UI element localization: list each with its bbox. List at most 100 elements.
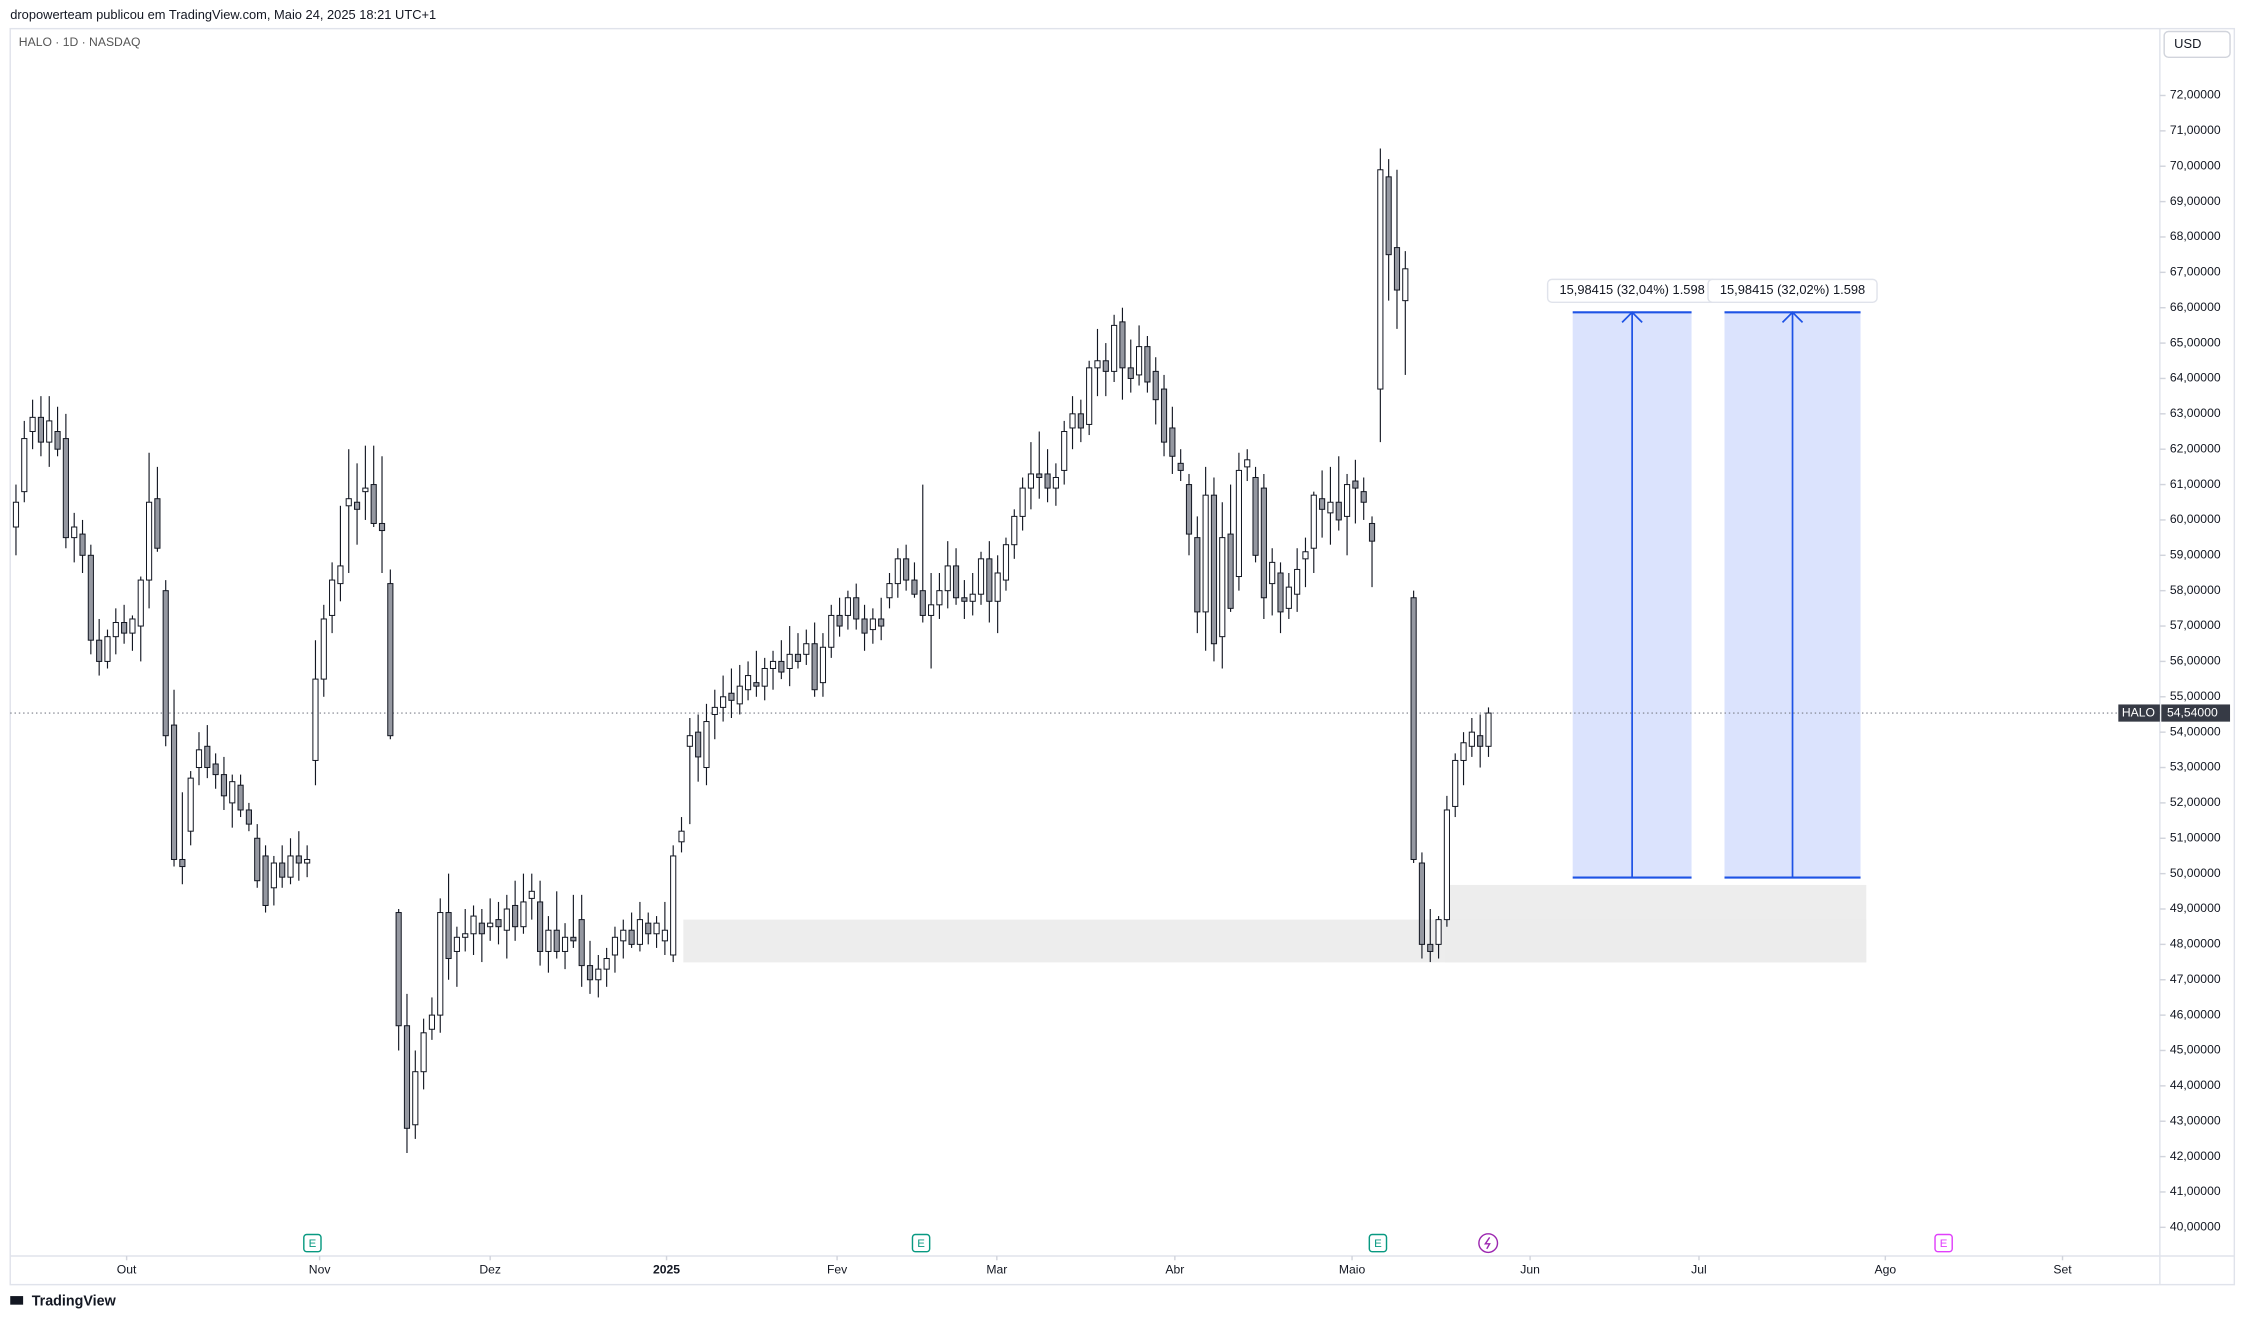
candle-body — [695, 731, 702, 758]
candle-body — [337, 565, 344, 585]
symbol: HALO · 1D · NASDAQ — [19, 35, 141, 49]
y-tick-label: 48,00000 — [2170, 937, 2221, 951]
candle-body — [1302, 551, 1309, 560]
candle-body — [844, 597, 851, 616]
candle-body — [1468, 731, 1475, 747]
candle-body — [129, 618, 136, 634]
zone — [1445, 884, 1867, 963]
candle-body — [977, 558, 985, 595]
x-tick-label: Fev — [827, 1263, 848, 1277]
candle-body — [1152, 370, 1159, 401]
candle-body — [1185, 484, 1193, 535]
candle-body — [720, 696, 727, 708]
x-tick-label: Jun — [1520, 1263, 1540, 1277]
candle-body — [1310, 494, 1317, 549]
candle-body — [162, 590, 169, 737]
candle-body — [1061, 431, 1068, 471]
candle-body — [736, 685, 743, 705]
candle-body — [503, 908, 510, 931]
candle-body — [312, 678, 319, 761]
candle-body — [1219, 537, 1226, 638]
candle-body — [170, 724, 178, 860]
candle-body — [611, 936, 619, 956]
currency-box[interactable] — [2163, 30, 2231, 59]
y-tick-label: 71,00000 — [2170, 123, 2221, 137]
candle-body — [370, 484, 377, 524]
y-tick-label: 54,00000 — [2170, 724, 2221, 738]
candle-body — [744, 675, 752, 691]
y-tick-label: 49,00000 — [2170, 901, 2221, 915]
candle-body — [462, 933, 469, 938]
candle-body — [1327, 501, 1334, 514]
candle-body — [195, 749, 203, 769]
candle-body — [1202, 494, 1209, 613]
candle-body — [986, 558, 993, 602]
candle-body — [1285, 586, 1292, 609]
candle-body — [445, 912, 452, 960]
candle-body — [969, 593, 976, 602]
candle-body — [1269, 561, 1276, 585]
y-tick-label: 60,00000 — [2170, 512, 2221, 526]
candle-body — [753, 682, 760, 687]
candle-body — [79, 533, 86, 556]
candle-body — [944, 565, 951, 592]
currency[interactable]: USD — [2174, 36, 2201, 51]
candle-body — [1235, 469, 1242, 578]
event-label: E — [1374, 1238, 1382, 1250]
candle-body — [1343, 484, 1351, 517]
candle-body — [62, 438, 69, 539]
candle-body — [137, 579, 144, 627]
candle-body — [362, 487, 369, 493]
candle-body — [1127, 367, 1134, 379]
candle-body — [1094, 360, 1101, 369]
candle-body — [329, 579, 336, 616]
range-label: 15,98415 (32,04%) 1.598 — [1559, 282, 1704, 297]
candle-body — [578, 919, 585, 967]
candle-body — [528, 890, 535, 899]
y-tick-label: 45,00000 — [2170, 1043, 2221, 1057]
candle-body — [428, 1014, 436, 1030]
logo-mark — [10, 1296, 24, 1305]
candle-body — [1177, 462, 1184, 471]
candle-body — [603, 958, 610, 970]
candle-body — [853, 597, 860, 620]
candle-body — [37, 416, 45, 443]
candle-body — [1077, 413, 1084, 429]
candle-body — [1377, 169, 1384, 390]
candle-body — [670, 855, 677, 956]
event-label: E — [917, 1238, 925, 1250]
candle-body — [1119, 321, 1126, 369]
candle-body — [1485, 712, 1492, 747]
range-arrowhead — [1781, 311, 1804, 323]
y-tick-label: 68,00000 — [2170, 229, 2221, 243]
candle-body — [1052, 476, 1059, 489]
candle-body — [1368, 522, 1376, 542]
event-marker — [1934, 1233, 1953, 1253]
candle-body — [304, 858, 311, 864]
candle-body — [1260, 487, 1267, 599]
candle-body — [96, 639, 103, 662]
candle-body — [711, 706, 718, 715]
y-tick-label: 53,00000 — [2170, 760, 2221, 774]
candle-body — [1319, 498, 1326, 510]
candle-body — [1443, 809, 1450, 921]
candle-body — [1452, 759, 1459, 807]
candle-body — [1169, 427, 1176, 457]
candle-body — [1210, 494, 1218, 645]
candle-body — [595, 968, 602, 981]
y-tick-label: 40,00000 — [2170, 1220, 2221, 1234]
candle-body — [1252, 476, 1259, 556]
last-price-label: 54,54000 — [2167, 705, 2218, 719]
candle-body — [204, 745, 211, 769]
candle-body — [412, 1071, 419, 1126]
candle-body — [21, 438, 28, 493]
candle-body — [1360, 491, 1367, 503]
candle-body — [54, 431, 61, 450]
candle-body — [928, 604, 935, 616]
y-tick-label: 50,00000 — [2170, 866, 2221, 880]
candle-body — [819, 646, 827, 684]
candle-body — [353, 501, 361, 510]
y-tick-label: 66,00000 — [2170, 300, 2221, 314]
